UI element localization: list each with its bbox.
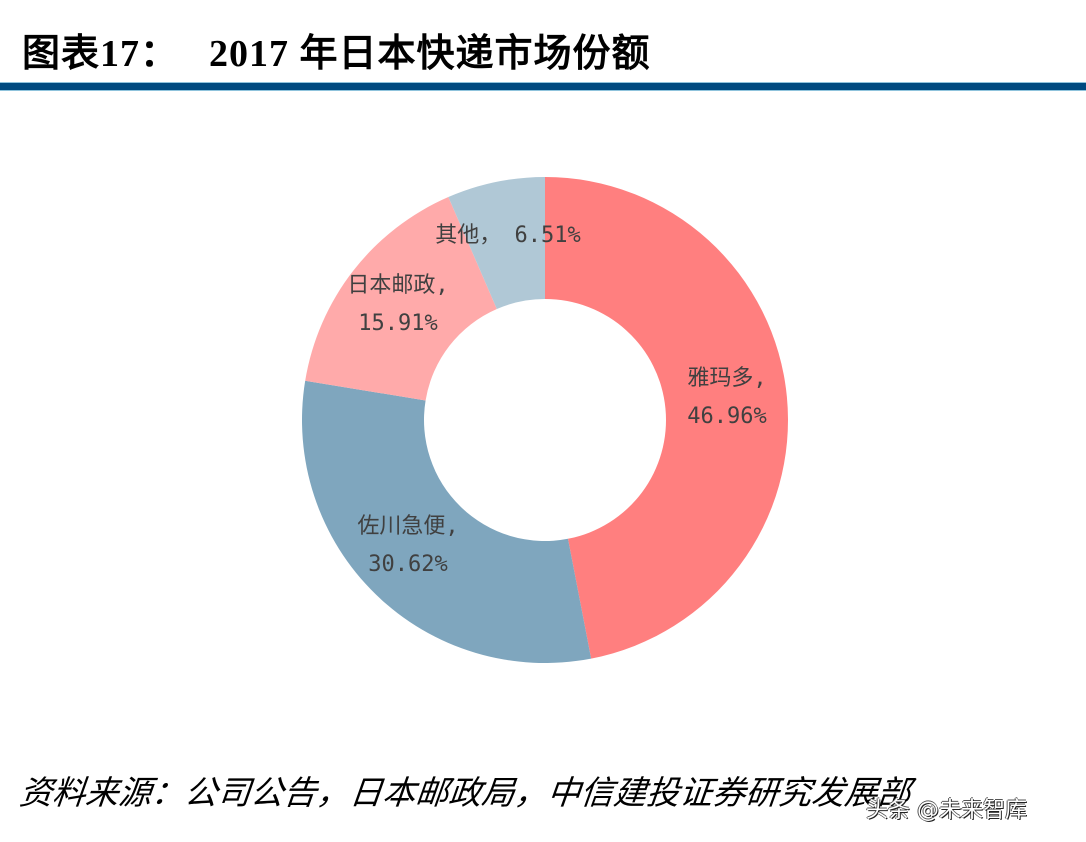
watermark: 头条 @未来智库 xyxy=(866,798,1027,823)
chart-title: 2017 年日本快递市场份额 xyxy=(209,33,651,75)
donut-chart: 雅玛多, 46.96% 佐川急便, 30.62% 日本邮政, 15.91% 其他， 6.51… xyxy=(302,177,788,663)
slice-1 xyxy=(302,380,592,663)
slice-label: 雅玛多, 46.96% xyxy=(687,366,766,429)
slice-0 xyxy=(545,177,788,659)
slice-label: 其他， 6.51% xyxy=(435,223,580,248)
source-note: 资料来源：公司公告，日本邮政局，中信建投证券研究发展部 xyxy=(17,773,913,812)
slice-label: 日本邮政, 15.91% xyxy=(347,273,448,336)
slice-3 xyxy=(448,177,545,309)
figure-title: 图表17： 2017 年日本快递市场份额 xyxy=(22,22,651,77)
figure-label: 图表17： xyxy=(22,33,180,75)
donut-slices xyxy=(302,177,788,663)
slice-labels: 雅玛多, 46.96% 佐川急便, 30.62% 日本邮政, 15.91% 其他， 6.51… xyxy=(347,223,766,577)
title-divider xyxy=(0,82,1086,91)
slice-2 xyxy=(305,197,497,401)
slice-label: 佐川急便, 30.62% xyxy=(357,514,458,577)
